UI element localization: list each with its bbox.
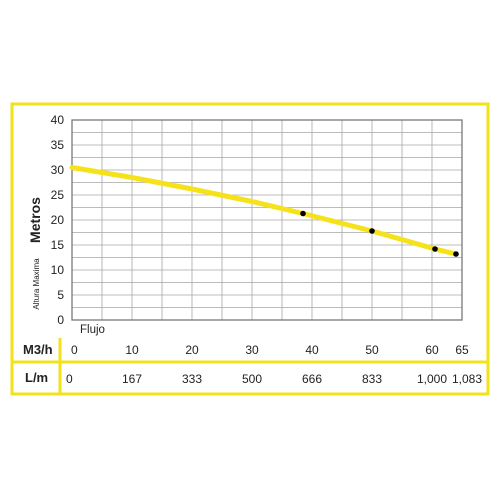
data-point-marker [369, 228, 375, 234]
x-tick-label-m3h: 0 [71, 343, 78, 357]
x-tick-label-lm: 167 [122, 372, 142, 386]
x-tick-label-m3h: 20 [185, 343, 199, 357]
m3h-unit-label: M3/h [23, 342, 53, 357]
y-tick-label: 35 [51, 138, 65, 152]
y-tick-label: 25 [51, 188, 65, 202]
x-tick-label-lm: 1,000 [417, 372, 447, 386]
lm-unit-label: L/m [25, 370, 48, 385]
plot-area-border [71, 119, 463, 321]
x-tick-label-m3h: 30 [245, 343, 259, 357]
data-point-marker [300, 210, 306, 217]
x-tick-label-m3h: 60 [425, 343, 439, 357]
data-point-marker [432, 246, 438, 252]
x-tick-label-m3h: 50 [365, 343, 379, 357]
y-tick-label: 20 [51, 213, 65, 227]
x-tick-label-lm: 0 [66, 372, 73, 386]
x-axis-ticks-lm: 0 167 333 500 666 833 1,000 1,083 [66, 372, 482, 386]
y-axis-label-sub: Altura Maxima [32, 258, 41, 310]
pump-curve-line [69, 165, 459, 257]
y-tick-label: 40 [51, 113, 65, 127]
x-tick-label-lm: 1,083 [452, 372, 482, 386]
y-tick-label: 15 [51, 238, 65, 252]
x-axis-caption: Flujo [80, 324, 105, 336]
y-axis-label-main: Metros [27, 197, 43, 243]
x-tick-label-m3h: 65 [455, 343, 469, 357]
chart-border-frame [10, 102, 490, 396]
x-tick-label-m3h: 10 [125, 343, 139, 357]
y-tick-label: 5 [57, 288, 64, 302]
x-axis-ticks-m3h: 0 10 20 30 40 50 60 65 [71, 343, 469, 357]
x-tick-label-lm: 333 [182, 372, 202, 386]
series-layer [69, 165, 459, 257]
x-tick-label-lm: 666 [302, 372, 322, 386]
grid [72, 120, 462, 320]
x-tick-label-lm: 500 [242, 372, 262, 386]
y-tick-label: 0 [57, 313, 64, 327]
y-tick-label: 10 [51, 263, 65, 277]
data-point-marker [453, 251, 459, 257]
y-axis-ticks: 0 5 10 15 20 25 30 35 40 [51, 113, 65, 327]
y-tick-label: 30 [51, 163, 65, 177]
x-tick-label-lm: 833 [362, 372, 382, 386]
x-tick-label-m3h: 40 [305, 343, 319, 357]
